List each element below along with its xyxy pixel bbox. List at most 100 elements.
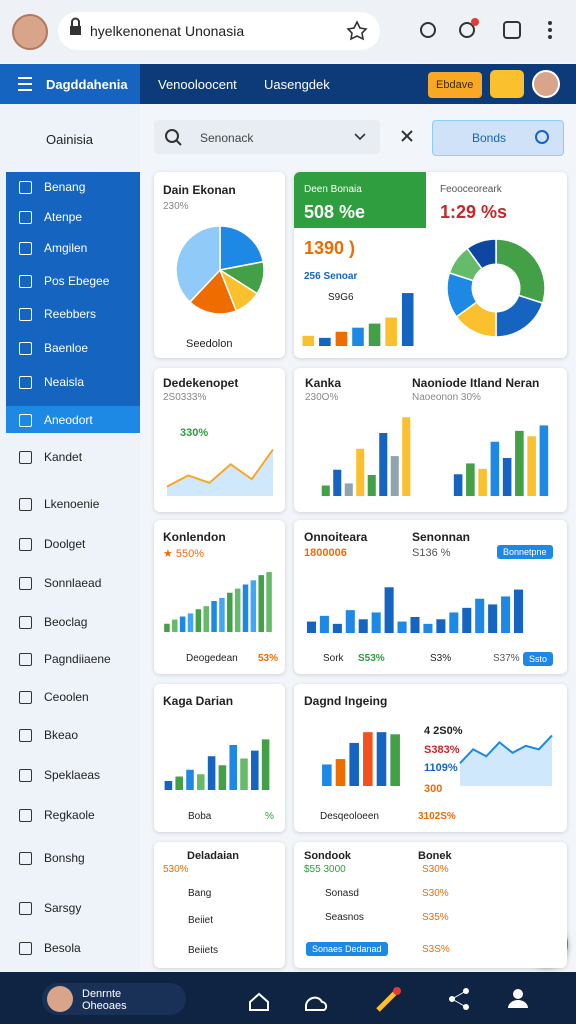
card-text: 3102S% bbox=[418, 811, 456, 822]
card-text: Sonasd bbox=[325, 888, 359, 899]
chart bbox=[446, 238, 546, 338]
bar bbox=[390, 734, 400, 786]
card-text: Dedekenopet bbox=[163, 376, 239, 390]
chart bbox=[322, 732, 400, 786]
header-button-label[interactable]: Ebdave bbox=[436, 79, 474, 91]
bar bbox=[515, 430, 524, 496]
card-text: Bang bbox=[188, 888, 212, 899]
card-text: 256 Senoar bbox=[304, 271, 358, 282]
search-box[interactable] bbox=[154, 120, 380, 154]
bar bbox=[197, 774, 205, 790]
sidebar-icon bbox=[19, 852, 32, 865]
sidebar-icon bbox=[19, 616, 32, 629]
sidebar-icon bbox=[19, 902, 32, 915]
sidebar-item[interactable]: Bkeao bbox=[44, 728, 79, 742]
sidebar-item[interactable]: Aneodort bbox=[44, 413, 93, 427]
bar bbox=[261, 739, 270, 790]
sidebar-item[interactable]: Pagndiiaene bbox=[44, 652, 111, 666]
url-text[interactable]: hyelkenonenat Unonasia bbox=[90, 23, 245, 39]
sidebar-item[interactable]: Lkenoenie bbox=[44, 497, 100, 511]
sidebar-item[interactable]: Sarsgy bbox=[44, 901, 82, 915]
bar bbox=[462, 607, 472, 633]
bar bbox=[258, 575, 264, 632]
header-button[interactable] bbox=[428, 72, 482, 98]
sidebar-item[interactable]: Pos Ebegee bbox=[44, 274, 110, 288]
bar bbox=[449, 612, 459, 633]
card-text: Dagnd Ingeing bbox=[304, 694, 388, 708]
sidebar-item[interactable]: Baenloe bbox=[44, 341, 89, 355]
user-name[interactable]: Denrnte Oheoaes bbox=[82, 988, 127, 1012]
bar bbox=[363, 732, 373, 786]
card-text: 1109% bbox=[424, 762, 458, 774]
card-text: Seasnos bbox=[325, 912, 364, 923]
avatar[interactable] bbox=[12, 14, 48, 50]
card-text: Deladaian bbox=[187, 850, 239, 862]
nav-tab[interactable]: Uasengdek bbox=[264, 77, 330, 92]
bar bbox=[436, 619, 446, 633]
line bbox=[459, 734, 553, 764]
bar bbox=[195, 609, 202, 632]
sidebar-item[interactable]: Benang bbox=[44, 180, 86, 194]
sidebar-item[interactable]: Besola bbox=[44, 941, 81, 955]
search-text[interactable]: Senonack bbox=[200, 131, 254, 145]
card-text: % bbox=[265, 811, 274, 822]
card-text: Dain Ekonan bbox=[163, 183, 236, 197]
card-text: Kanka bbox=[305, 376, 342, 390]
brand: Dagddahenia bbox=[46, 77, 128, 92]
chart bbox=[459, 734, 553, 786]
sidebar-item[interactable]: Regkaole bbox=[44, 808, 95, 822]
slice bbox=[175, 225, 221, 304]
sidebar-title: Oainisia bbox=[46, 132, 93, 147]
sidebar-icon bbox=[19, 451, 32, 464]
card-text: Beiiets bbox=[188, 945, 219, 956]
sidebar-item[interactable]: Reebbers bbox=[44, 307, 97, 321]
sidebar-item[interactable]: Beoclag bbox=[44, 615, 88, 629]
line bbox=[166, 448, 274, 488]
card-text: 230% bbox=[163, 201, 189, 212]
card-text: Sondook bbox=[304, 850, 352, 862]
sidebar-item[interactable]: Doolget bbox=[44, 537, 86, 551]
sidebar-item[interactable]: Ceoolen bbox=[44, 690, 89, 704]
sidebar-icon bbox=[19, 498, 32, 511]
url-bar[interactable] bbox=[58, 12, 380, 50]
sidebar-icon bbox=[19, 942, 32, 955]
sidebar-item[interactable]: Neaisla bbox=[44, 375, 85, 389]
card-text: S30% bbox=[422, 864, 449, 875]
sidebar-item[interactable]: Bonshg bbox=[44, 851, 85, 865]
card-text: Kaga Darian bbox=[163, 694, 234, 708]
toolbar-button-label[interactable]: Bonds bbox=[472, 131, 507, 145]
card-text: S3% bbox=[430, 653, 452, 664]
bar bbox=[478, 468, 487, 496]
card-text: 508 %e bbox=[304, 202, 366, 222]
donut-hole bbox=[471, 263, 521, 313]
bar bbox=[402, 417, 411, 496]
bar bbox=[319, 615, 329, 633]
bar bbox=[368, 323, 381, 346]
sidebar-icon bbox=[19, 809, 32, 822]
bar bbox=[164, 781, 173, 790]
bar bbox=[240, 758, 248, 790]
slice bbox=[219, 225, 265, 271]
chart bbox=[453, 425, 549, 496]
nav-tab[interactable]: Venooloocent bbox=[158, 77, 237, 92]
bar bbox=[345, 610, 355, 633]
bar bbox=[527, 436, 536, 496]
sidebar-icon bbox=[19, 577, 32, 590]
sidebar-item[interactable]: Speklaeas bbox=[44, 768, 101, 782]
sidebar-item[interactable]: Sonnlaead bbox=[44, 576, 102, 590]
card-text: Desqeoloeen bbox=[320, 811, 379, 822]
bar bbox=[401, 293, 414, 346]
bar bbox=[371, 612, 381, 633]
sidebar-item[interactable]: Atenpe bbox=[44, 210, 83, 224]
bar bbox=[358, 619, 368, 633]
card-text: 1:29 %s bbox=[440, 202, 508, 222]
sidebar-icon bbox=[19, 769, 32, 782]
bar bbox=[211, 601, 217, 632]
bar bbox=[179, 616, 186, 632]
sidebar-item[interactable]: Kandet bbox=[44, 450, 83, 464]
sidebar-item[interactable]: Amgilen bbox=[44, 241, 88, 255]
sidebar-icon bbox=[19, 181, 32, 194]
toolbar-button[interactable] bbox=[432, 120, 564, 156]
bar bbox=[203, 606, 209, 632]
